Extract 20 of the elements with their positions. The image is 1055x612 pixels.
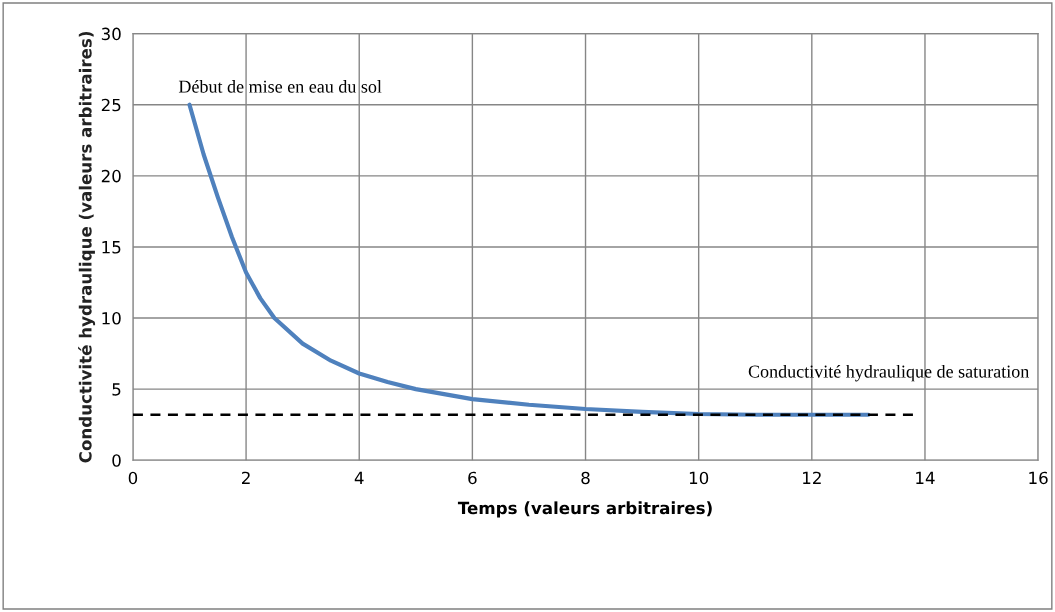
y-tick-label: 20 [101,169,121,183]
x-tick-label: 2 [242,471,250,484]
y-tick-label: 25 [101,98,121,112]
x-tick-label: 8 [581,471,590,485]
x-axis-title: Temps (valeurs arbitraires) [457,501,712,518]
x-tick-label: 0 [128,471,138,485]
x-tick-label: 16 [1029,471,1048,485]
annotation: Conductivité hydraulique de saturation [748,364,1030,382]
x-tick-label: 12 [803,471,821,484]
y-tick-label: 15 [102,241,121,254]
x-tick-label: 4 [354,471,364,484]
y-tick-label: 5 [112,383,121,396]
x-tick-label: 10 [689,471,709,485]
y-axis-title: Conductivité hydraulique (valeurs arbitraires) [78,32,96,463]
annotation: Début de mise en eau du sol [178,80,382,93]
y-tick-label: 10 [102,312,121,325]
y-tick-label: 30 [101,27,121,41]
x-tick-label: 14 [916,471,935,484]
y-tick-label: 0 [112,454,121,467]
x-tick-label: 6 [468,471,477,485]
